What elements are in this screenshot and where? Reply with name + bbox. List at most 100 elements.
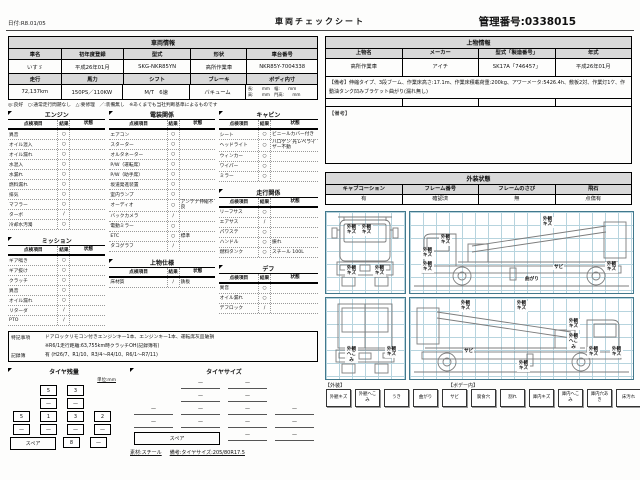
vehicle-info-header-row: 走行 馬力 シフト ブレーキ ボディ内寸 xyxy=(9,74,317,85)
tire-value-empty: — xyxy=(67,398,84,409)
check-state-note: アンテナ伸縮不良 xyxy=(180,200,214,211)
exterior-title: 外装状態 xyxy=(326,173,631,185)
legend-box: 庫内穴あき xyxy=(587,388,612,407)
check-result-mark: ○ xyxy=(166,140,180,149)
check-result-mark: ○ xyxy=(258,207,272,217)
check-row: 坂道発進装置 ○ xyxy=(109,180,215,190)
damage-label: 外観キズ xyxy=(385,346,398,358)
check-table-header: 点検項目 結果 状態 xyxy=(218,272,319,284)
body-inner-dimensions: 長: mm 幅: mm 高: mm 門高: mm xyxy=(246,85,317,99)
col-header: ブレーキ xyxy=(191,74,248,84)
body-model-serial: SK17A「746457」 xyxy=(479,59,556,76)
col-header: 状態 xyxy=(290,199,300,205)
legend-box: 外観へこみ xyxy=(355,388,380,407)
tire-size-cell: — xyxy=(181,393,220,402)
check-table-header: 点検項目 結果 状態 xyxy=(8,119,106,130)
check-result-mark: ○ xyxy=(57,220,71,229)
check-result-mark: ○ xyxy=(57,130,71,139)
check-row: オイル漏れ ○ xyxy=(8,150,106,160)
check-item-label: ETC xyxy=(110,233,120,239)
frame-number-value: 確認済 xyxy=(403,195,479,204)
check-row: ギア鳴き ○ xyxy=(8,256,106,266)
check-item-label: ハンドル xyxy=(219,240,239,246)
check-result-mark: / xyxy=(57,316,71,325)
left-panel: 車両情報 車名 初年度登録 型式 形状 車台番号 いすゞ 平成26年01月 SK… xyxy=(8,36,319,456)
col-header: 点検項目 xyxy=(229,199,249,205)
check-result-mark: / xyxy=(166,277,180,287)
vehicle-info-header-row: 車名 初年度登録 型式 形状 車台番号 xyxy=(9,49,317,60)
check-item-label: P/W（助手席） xyxy=(110,172,143,178)
body-remark2-label: 【備考】 xyxy=(329,111,351,117)
check-result-mark: ○ xyxy=(258,171,272,181)
check-item-label: デフロック xyxy=(219,306,244,312)
notes-line1: ドアロックリモコン付きエンジンキー1本、エンジンキー1本、運転席灰皿破損 xyxy=(45,334,215,340)
truck-rear-outline xyxy=(335,303,395,374)
check-result-mark: ○ xyxy=(166,150,180,159)
tire-size-cell: — xyxy=(134,419,173,428)
tire-remaining-block: タイヤ残量 単位:mm 5 3 — — 5 1 xyxy=(8,367,120,456)
tire-size-cell: — xyxy=(228,393,267,402)
check-result-mark: ○ xyxy=(57,140,71,149)
check-result-mark: ○ xyxy=(57,286,71,295)
record-book-label: 記録簿 xyxy=(11,354,26,359)
notes-line2: ※R6/1走行距離:63,755km時クラッチOH(記録簿有) xyxy=(45,343,160,349)
check-result-mark: ○ xyxy=(57,190,71,199)
tire-value-empty: — xyxy=(13,424,30,435)
record-book-value: 有 (H26/7、R1/10、R3/4～R4/10、R6/1～R7/11) xyxy=(45,352,158,358)
check-result-mark: ○ xyxy=(57,180,71,189)
section-marker-icon xyxy=(8,237,12,241)
horsepower: 150PS／110KW xyxy=(62,85,124,99)
sheet-header: 日付:R8.01/05 車両チェックシート 管理番号:0338015 xyxy=(6,8,634,31)
tire-size-spare-row: スペア — — xyxy=(130,432,318,445)
col-header: メーカー xyxy=(402,49,479,58)
col-header: 結果 xyxy=(258,273,272,282)
section-title-label: ミッション xyxy=(41,238,72,245)
section-marker-icon xyxy=(8,368,12,372)
section-title-driving: 走行関係 xyxy=(218,188,318,197)
check-result-mark: ○ xyxy=(258,247,272,257)
check-result-mark: ○ xyxy=(57,170,71,179)
damage-label: 外観キズ xyxy=(421,247,434,259)
tire-size-cell: — xyxy=(228,432,267,441)
vehicle-info-value-row: 72,137km 150PS／110KW M/T 6速 バキューム 長: mm … xyxy=(9,85,317,99)
section-title-mission: ミッション xyxy=(8,236,105,245)
tire-size-title-row: タイヤサイズ xyxy=(130,367,318,376)
tire-size-cell: — xyxy=(228,406,267,415)
check-table-body_spec: 上物仕様 点検項目 結果 状態 床材質 / 鉄板 xyxy=(109,258,215,288)
first-registration: 平成26年01月 xyxy=(62,60,124,73)
chassis-number: NKR85Y-7004338 xyxy=(259,63,306,70)
tire-value-empty: — xyxy=(94,424,111,435)
check-result-mark: ○ xyxy=(166,200,180,211)
tire-material: 素材:スチール xyxy=(130,450,162,456)
check-result-mark: ○ xyxy=(57,256,71,265)
legend-box: 床汚れ xyxy=(616,388,640,407)
tire-size-cell: — xyxy=(181,380,220,389)
check-item-label: エアコン xyxy=(110,132,130,138)
body-maker: アイチ xyxy=(403,59,479,76)
check-table-header: 点検項目 結果 状態 xyxy=(8,245,106,256)
col-header: 型式 xyxy=(123,49,192,59)
damage-label: 外観キズ xyxy=(439,234,452,246)
tire-value: 2 xyxy=(94,411,111,422)
tire-size-row: — — xyxy=(130,393,318,402)
tire-size-block: タイヤサイズ — — — — — — — — xyxy=(130,367,318,456)
frame-rust-value: 無 xyxy=(479,195,556,204)
shift: M/T 6速 xyxy=(123,85,191,99)
check-row: 室内ランプ ○ xyxy=(109,190,215,200)
damage-diagrams: 外観キズ 外観キズ 外観キズ 外観キズ 外観キズ 外観キズ 外観キズ 外観キズ サビ 外観キズ 曲が… xyxy=(325,210,634,380)
check-item-label: リーフサス xyxy=(219,210,243,216)
col-header: 状態 xyxy=(290,121,300,127)
check-row: 冷却水汚濁 ○ xyxy=(8,220,106,230)
legend-box: 庫内へこみ xyxy=(558,388,583,407)
check-item-label: ウィンカー xyxy=(219,154,244,160)
check-row: P/W（運転席） ○ xyxy=(109,160,215,170)
col-header: 型式「製造番号」 xyxy=(479,49,556,58)
check-item-label: ターボ xyxy=(9,212,24,218)
body-dims-line: 長: mm 幅: mm xyxy=(247,86,297,91)
exterior-header-row: キャブコーション フレーム番号 フレームのさび 飛石 xyxy=(326,185,631,195)
body-info-empty-row xyxy=(326,99,631,107)
right-panel: 上物情報 上物名 メーカー 型式「製造番号」 年式 高所作業車 アイチ SK17… xyxy=(325,36,640,408)
check-item-label: 異音 xyxy=(219,286,230,292)
exterior-value-row: 有 確認済 無 点傷有 xyxy=(326,195,631,204)
check-row: 異音 ○ xyxy=(8,130,106,140)
